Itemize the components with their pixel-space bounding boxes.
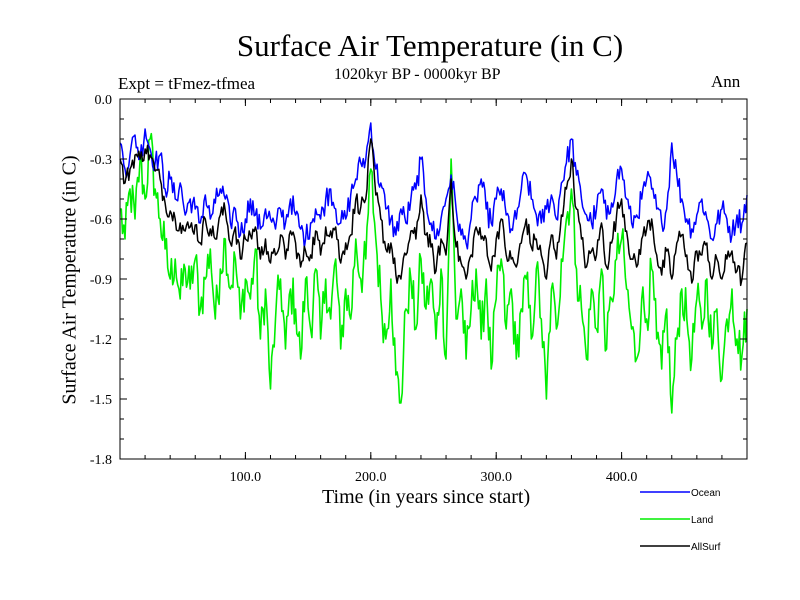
x-tick-label: 300.0 (480, 470, 512, 485)
legend-label-land: Land (691, 515, 713, 526)
x-tick-label: 200.0 (355, 470, 387, 485)
series-line-ocean (119, 122, 748, 250)
time-range-label: 1020kyr BP - 0000kyr BP (334, 66, 501, 83)
legend-label-allsurf: AllSurf (691, 542, 721, 553)
ticks-layer: 0.0 -0.3 -0.6 -0.9 -1.2 -1.5 -1.8 100.0 200.0 300… (90, 93, 747, 485)
y-tick-label: -0.3 (90, 153, 112, 168)
y-tick-label: -1.2 (90, 333, 112, 348)
chart-title: Surface Air Temperature (in C) (236, 28, 624, 63)
series-line-land (119, 132, 748, 414)
x-tick-label: 400.0 (606, 470, 638, 485)
y-tick-label: -1.5 (90, 393, 112, 408)
y-tick-label: -0.6 (90, 213, 112, 228)
y-tick-label: 0.0 (95, 93, 113, 108)
experiment-label: Expt = tFmez-tfmea (118, 74, 256, 93)
x-axis-label: Time (in years since start) (322, 486, 531, 508)
legend-label-ocean: Ocean (691, 488, 720, 499)
y-tick-label: -1.8 (90, 453, 112, 468)
series-line-allsurf (119, 138, 748, 287)
legend: Ocean Land AllSurf (640, 488, 721, 553)
series-layer (119, 122, 748, 414)
y-tick-label: -0.9 (90, 273, 112, 288)
x-tick-label: 100.0 (230, 470, 262, 485)
season-label: Ann (711, 72, 741, 91)
